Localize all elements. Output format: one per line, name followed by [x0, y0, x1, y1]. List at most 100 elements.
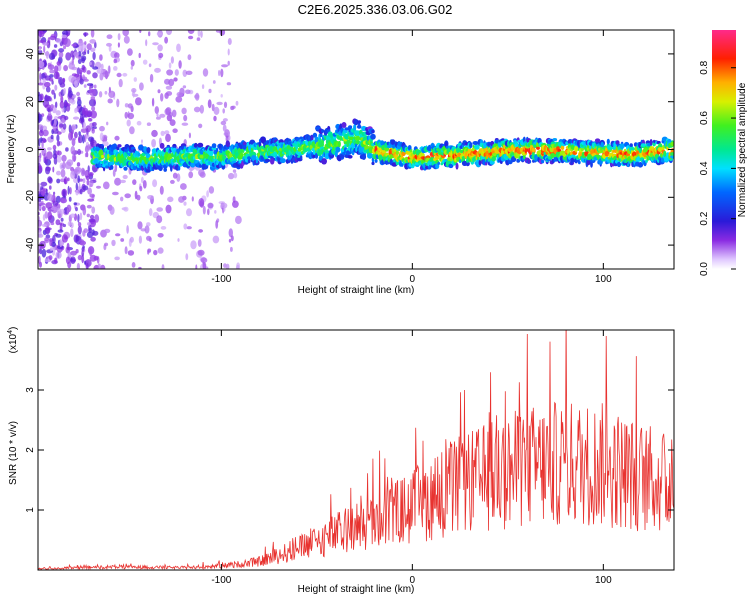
noise-blob	[83, 228, 89, 234]
noise-blob	[90, 47, 96, 52]
noise-blob	[67, 90, 73, 98]
ridge-cell	[355, 140, 361, 145]
noise-blob	[55, 219, 61, 226]
colorbar: 0.0 0.2 0.4 0.6 0.8 Normalized spectral ampl…	[699, 30, 748, 276]
noise-blob	[139, 185, 143, 192]
noise-blob	[197, 239, 202, 247]
noise-blob	[208, 88, 212, 94]
ridge-cell	[527, 158, 530, 164]
ridge-cell	[586, 160, 591, 166]
spectrogram-ticks: -100 0 100 -40 -20 0 20 40	[25, 30, 674, 285]
noise-blob	[75, 207, 78, 212]
ridge-cell	[168, 153, 172, 159]
noise-blob	[86, 213, 91, 218]
noise-blob	[80, 167, 86, 177]
noise-blob	[70, 228, 74, 237]
noise-blob	[42, 129, 49, 137]
noise-blob	[147, 249, 150, 255]
noise-blob	[40, 181, 48, 187]
noise-blob	[63, 45, 66, 50]
noise-blob	[69, 99, 73, 104]
noise-blob	[183, 223, 188, 230]
noise-blob	[66, 208, 69, 215]
ridge-cell	[170, 165, 173, 172]
noise-blob	[70, 170, 76, 180]
ridge-cell	[380, 140, 385, 146]
noise-blob	[75, 182, 79, 191]
noise-blob	[126, 48, 133, 56]
noise-blob	[38, 47, 42, 52]
ridge-cell	[551, 152, 556, 158]
noise-blob	[56, 134, 60, 142]
noise-blob	[132, 179, 137, 186]
noise-blob	[56, 207, 62, 214]
noise-blob	[164, 36, 169, 44]
noise-blob	[77, 96, 81, 101]
noise-blob	[54, 84, 58, 91]
noise-blob	[93, 142, 97, 146]
noise-blob	[84, 260, 87, 265]
noise-blob	[61, 154, 67, 162]
snr-series-line	[38, 330, 674, 570]
noise-blob	[59, 100, 65, 109]
noise-blob	[131, 262, 136, 268]
ridge-cell	[341, 122, 347, 128]
ridge-cell	[407, 145, 412, 151]
ridge-cell	[335, 146, 341, 153]
noise-blob	[212, 80, 216, 84]
noise-blob	[73, 116, 80, 120]
ridge-cell	[100, 154, 105, 159]
noise-blob	[55, 233, 62, 238]
noise-blob	[38, 233, 44, 238]
noise-blob	[71, 124, 77, 131]
noise-blob	[130, 59, 135, 67]
x-tick-label: 100	[595, 274, 612, 285]
noise-blob	[55, 38, 62, 44]
ridge-cell	[137, 152, 141, 157]
ridge-cell	[594, 138, 601, 143]
noise-blob	[56, 170, 61, 176]
ridge-cell	[194, 142, 198, 147]
noise-blob	[79, 78, 84, 85]
ridge-cell	[112, 143, 118, 150]
ridge-cell	[629, 143, 633, 148]
noise-blob	[207, 208, 210, 216]
ridge-cell	[339, 135, 343, 142]
ridge-cell	[314, 152, 319, 159]
ridge-cell	[242, 144, 248, 150]
ridge-cell	[469, 142, 473, 149]
figure-title: C2E6.2025.336.03.06.G02	[298, 2, 453, 17]
noise-blob	[148, 237, 152, 242]
noise-blob	[130, 66, 133, 70]
noise-blob	[131, 88, 137, 93]
noise-blob	[62, 161, 66, 170]
noise-blob	[198, 123, 203, 129]
noise-blob	[68, 62, 75, 70]
noise-blob	[165, 107, 172, 116]
noise-blob	[90, 236, 96, 242]
noise-blob	[58, 51, 64, 58]
noise-blob	[38, 202, 46, 206]
noise-blob	[80, 55, 87, 62]
noise-blob	[42, 214, 46, 221]
noise-blob	[38, 130, 44, 137]
noise-blob	[127, 250, 135, 256]
noise-blob	[156, 113, 159, 117]
noise-blob	[63, 178, 67, 185]
noise-blob	[54, 257, 58, 264]
noise-blob	[53, 191, 56, 195]
ridge-cell	[109, 165, 114, 170]
noise-blob	[46, 151, 53, 160]
noise-blob	[38, 205, 42, 210]
ridge-cell	[371, 129, 375, 134]
noise-blob	[77, 225, 82, 235]
x-tick-label: 0	[410, 274, 416, 285]
y-tick-label: 3	[25, 387, 36, 393]
noise-blob	[212, 235, 220, 244]
noise-blob	[176, 43, 181, 53]
noise-blob	[73, 202, 78, 206]
noise-blob	[118, 78, 123, 88]
ridge-cell	[337, 140, 341, 148]
ridge-cell	[109, 161, 115, 166]
noise-blob	[99, 125, 105, 132]
